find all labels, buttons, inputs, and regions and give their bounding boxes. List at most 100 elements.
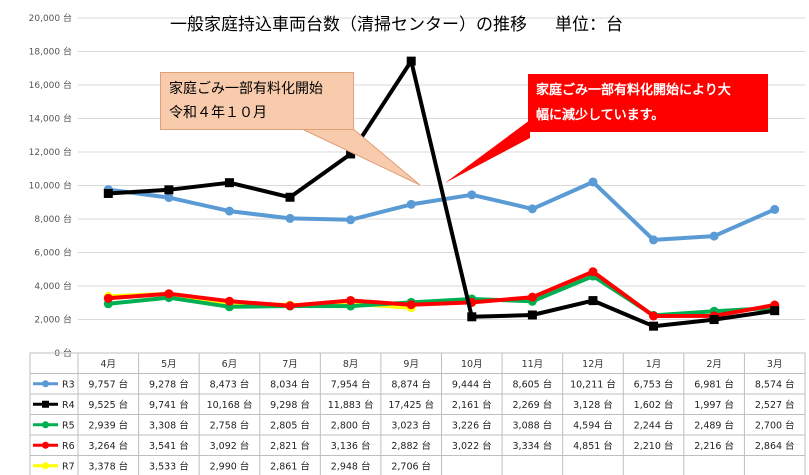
data-label: 9,444 台 (452, 378, 492, 390)
data-label: 2,882 台 (391, 440, 431, 452)
point-R6 (588, 267, 598, 277)
data-label: 6,753 台 (634, 378, 674, 390)
data-label: 2,990 台 (210, 460, 250, 472)
point-R3 (224, 206, 234, 216)
data-label: 2,948 台 (331, 460, 371, 472)
category-label: 12月 (582, 359, 604, 370)
y-tick-label: 20,000 台 (29, 12, 72, 24)
data-label: 9,525 台 (88, 399, 128, 411)
series-name: R5 (62, 420, 75, 431)
data-label: 2,861 台 (270, 460, 310, 472)
category-label: 8月 (343, 359, 359, 370)
point-R4 (467, 312, 477, 322)
category-label: 7月 (282, 359, 298, 370)
data-label: 3,023 台 (391, 419, 431, 431)
data-label: 2,244 台 (634, 419, 674, 431)
legend-swatch-marker (42, 441, 49, 449)
category-label: 5月 (161, 359, 177, 370)
point-R3 (588, 177, 598, 187)
data-label: 3,533 台 (149, 460, 189, 472)
y-tick-label: 2,000 台 (34, 314, 72, 326)
point-R3 (285, 213, 295, 223)
data-label: 3,088 台 (513, 419, 553, 431)
point-R4 (285, 192, 295, 202)
data-label: 17,425 台 (388, 399, 434, 411)
point-R4 (164, 185, 174, 195)
category-label: 3月 (767, 359, 783, 370)
data-label: 3,264 台 (88, 440, 128, 452)
data-label: 2,210 台 (634, 440, 674, 452)
data-label: 3,128 台 (573, 399, 613, 411)
data-label: 9,278 台 (149, 378, 189, 390)
point-R3 (346, 215, 356, 225)
data-label: 2,706 台 (391, 460, 431, 472)
callout-large-decrease: 家庭ごみ一部有料化開始により大 幅に減少しています。 (528, 74, 768, 132)
point-R6 (649, 311, 659, 321)
data-label: 8,874 台 (391, 378, 431, 390)
data-label: 10,211 台 (570, 378, 616, 390)
point-R3 (709, 231, 719, 241)
data-label: 3,541 台 (149, 440, 189, 452)
data-label: 7,954 台 (331, 378, 371, 390)
y-tick-label: 14,000 台 (29, 113, 72, 125)
point-R4 (527, 310, 537, 320)
series-name: R3 (62, 379, 75, 390)
data-label: 10,168 台 (207, 399, 253, 411)
y-tick-label: 10,000 台 (29, 180, 72, 192)
data-label: 9,741 台 (149, 399, 189, 411)
data-label: 3,334 台 (513, 440, 553, 452)
data-label: 1,997 台 (694, 399, 734, 411)
data-label: 3,308 台 (149, 419, 189, 431)
series-line-R6 (108, 269, 776, 318)
category-label: 9月 (403, 359, 419, 370)
point-R4 (709, 315, 719, 325)
point-R6 (224, 296, 234, 306)
point-R4 (649, 321, 659, 331)
series-name: R7 (62, 461, 75, 472)
series-line-R5 (108, 274, 775, 318)
y-tick-label: 8,000 台 (34, 213, 72, 225)
point-R3 (649, 235, 659, 245)
series-line-R3 (108, 180, 776, 242)
point-R4 (406, 56, 416, 66)
point-R4 (588, 296, 598, 306)
point-R4 (224, 178, 234, 188)
data-label: 3,022 台 (452, 440, 492, 452)
data-label: 2,864 台 (755, 440, 795, 452)
chart-title: 一般家庭持込車両台数（清掃センター）の推移 (170, 15, 527, 35)
data-table: 4月 5月 6月 7月 8月 9月 10月 11月 12月 1月 2月 3月 R3 9,757 台 9,27… (29, 352, 806, 475)
legend-swatch-marker (42, 380, 49, 388)
data-label: 8,605 台 (513, 378, 553, 390)
data-label: 2,161 台 (452, 399, 492, 411)
y-tick-label: 4,000 台 (34, 280, 72, 292)
unit-label: 単位：台 (555, 15, 623, 35)
category-label: 10月 (461, 359, 483, 370)
legend-swatch-marker (42, 462, 49, 470)
data-label: 9,298 台 (270, 399, 310, 411)
data-label: 8,034 台 (270, 378, 310, 390)
legend-swatch-marker (42, 400, 49, 408)
data-label: 8,574 台 (755, 378, 795, 390)
point-R3 (406, 199, 416, 209)
data-label: 2,758 台 (210, 419, 250, 431)
data-label: 1,602 台 (634, 399, 674, 411)
point-R4 (103, 188, 113, 198)
series-name: R4 (62, 400, 75, 411)
callout-start-of-fee: 家庭ごみ一部有料化開始 令和４年１０月 (160, 72, 354, 130)
category-label: 4月 (101, 359, 117, 370)
data-label: 2,527 台 (755, 399, 795, 411)
point-R6 (285, 301, 295, 311)
data-label: 3,378 台 (88, 460, 128, 472)
point-R6 (527, 292, 537, 302)
y-axis: 0 台2,000 台4,000 台6,000 台8,000 台10,000 台1… (29, 12, 72, 359)
category-label: 2月 (706, 359, 722, 370)
point-R6 (164, 289, 174, 299)
category-label: 6月 (222, 359, 238, 370)
data-label: 4,851 台 (573, 440, 613, 452)
data-label: 4,594 台 (573, 419, 613, 431)
point-R4 (346, 149, 356, 159)
series-line-R4 (108, 59, 775, 329)
point-R3 (164, 193, 174, 203)
